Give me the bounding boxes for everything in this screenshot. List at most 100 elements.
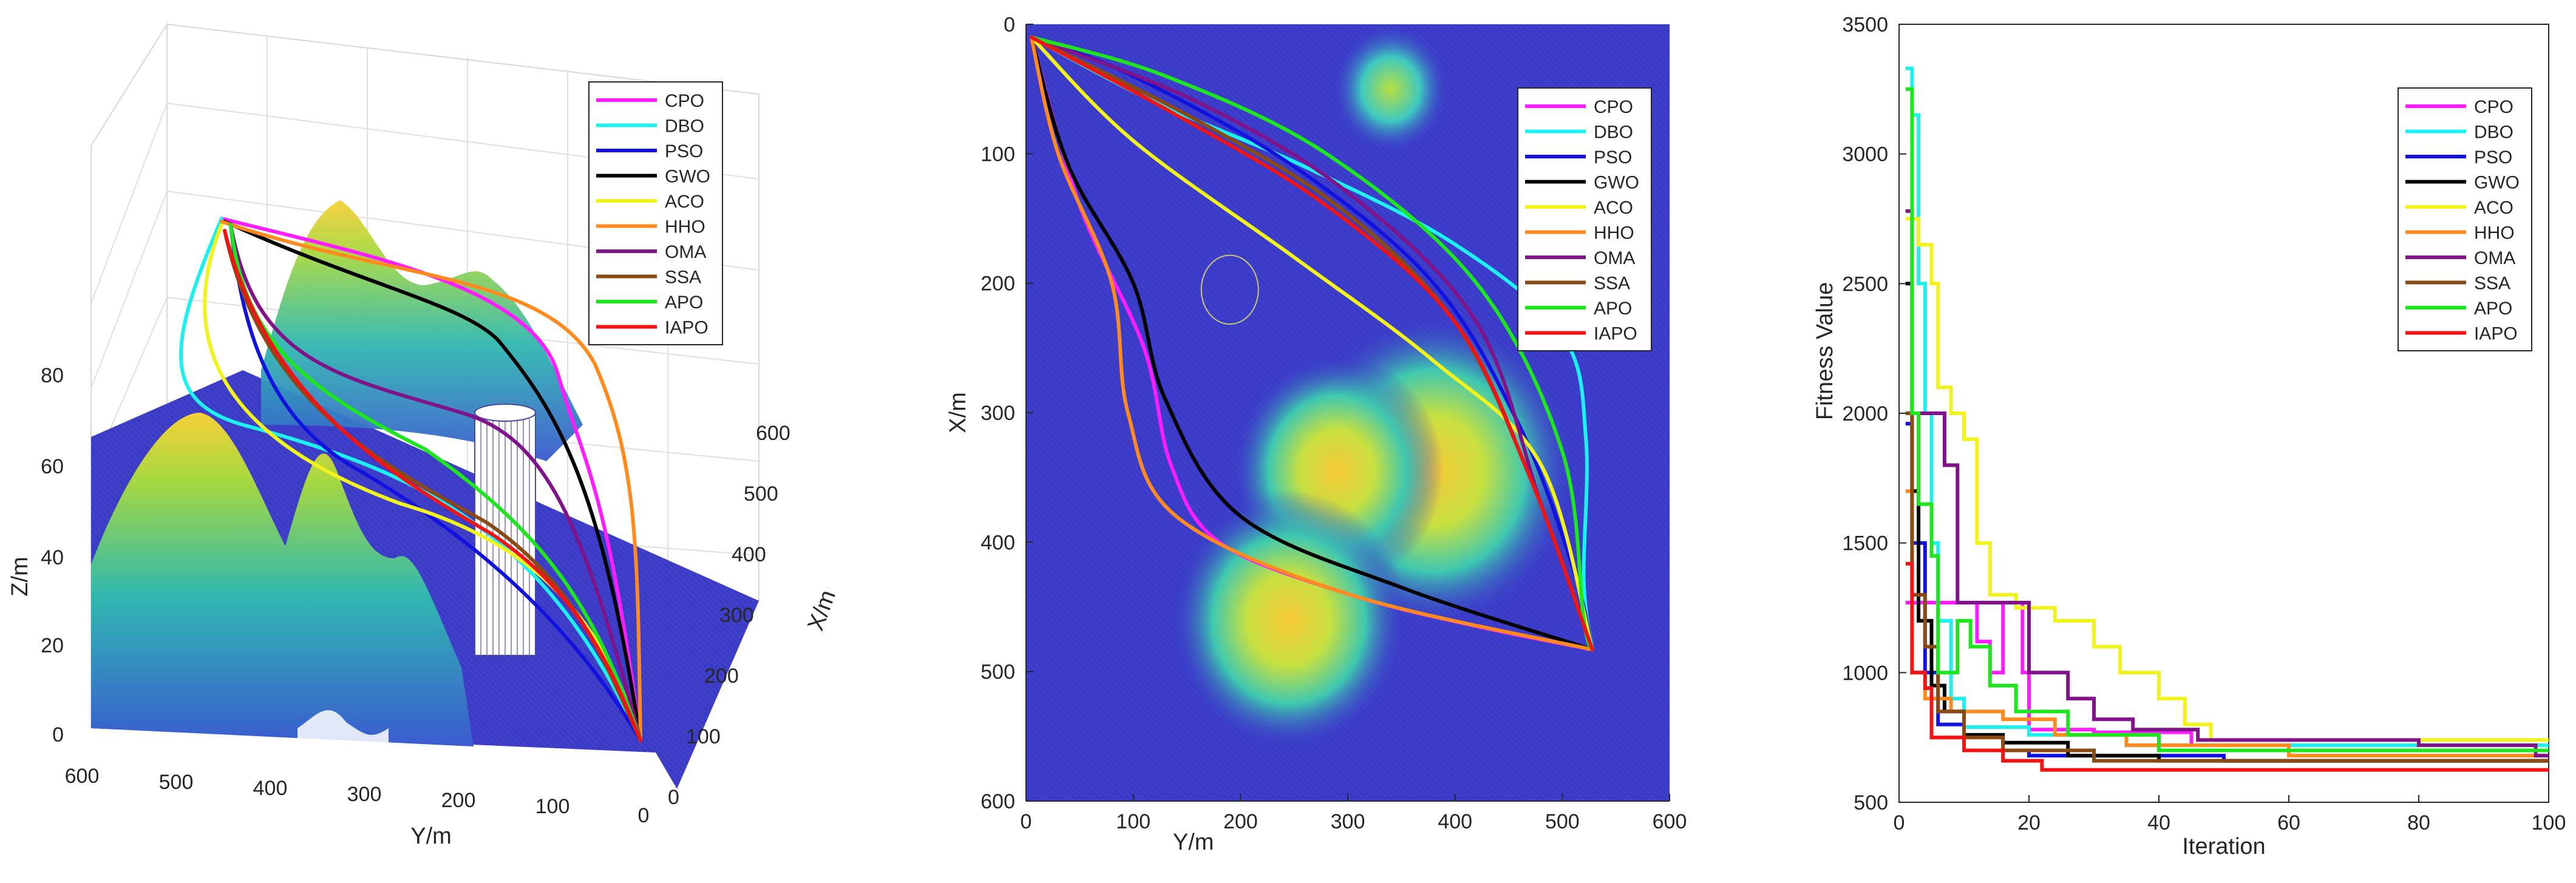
legend-label-cpo: CPO <box>1594 97 1633 117</box>
legend-label-cpo: CPO <box>2474 97 2513 117</box>
y-axis-label: Fitness Value <box>1812 282 1838 420</box>
x-tick-label: 80 <box>2407 811 2430 834</box>
legend-label-aco: ACO <box>1594 198 1633 218</box>
x-axis-label: Y/m <box>1173 830 1214 855</box>
x3d-tick: 300 <box>719 604 754 627</box>
legend-label-ssa: SSA <box>2474 274 2510 294</box>
curve-pso <box>1905 422 2549 763</box>
y-tick-label: 1000 <box>1842 661 1888 685</box>
y3d-tick: 200 <box>441 789 476 812</box>
legend-label-gwo: GWO <box>2474 173 2520 193</box>
x-tick-label: 0 <box>1894 811 1905 834</box>
legend-label-hho: HHO <box>665 217 705 237</box>
legend-label-dbo: DBO <box>2474 123 2513 143</box>
x-tick-label: 200 <box>1223 810 1258 833</box>
y-tick-label: 400 <box>980 531 1015 554</box>
x3d-tick: 100 <box>686 725 721 748</box>
path2d-gwo <box>1029 35 1594 652</box>
z-tick: 20 <box>41 634 64 657</box>
x-tick-label: 500 <box>1545 810 1580 833</box>
y-tick-label: 600 <box>980 790 1015 813</box>
curve-cpo <box>1905 601 2549 747</box>
legend-3d: CPO DBO PSO GWO ACO HHO OMA SSA APO IAPO <box>588 81 723 345</box>
curve-iapo <box>1905 561 2549 772</box>
panel-convergence: 0 20 40 60 80 100 500 1000 1500 2000 2500 3000 3500 I… <box>1812 13 2566 859</box>
legend-label-hho: HHO <box>1594 223 1634 243</box>
legend-label-ssa: SSA <box>665 268 701 288</box>
legend-label-aco: ACO <box>665 192 704 212</box>
curve-aco <box>1905 217 2549 742</box>
y3d-tick: 600 <box>65 765 100 788</box>
y-tick-label: 500 <box>980 661 1015 684</box>
legend-label-iapo: IAPO <box>2474 324 2518 344</box>
legend-label-gwo: GWO <box>665 167 710 187</box>
path3d-hho <box>220 220 642 742</box>
legend-label-pso: PSO <box>665 141 703 161</box>
legend-label-iapo: IAPO <box>665 318 709 338</box>
path2d-aco <box>1029 35 1594 652</box>
x3d-tick: 500 <box>744 482 778 506</box>
x3d-tick: 400 <box>732 543 766 566</box>
x-tick-label: 600 <box>1653 810 1687 833</box>
legend-label-pso: PSO <box>1594 147 1632 167</box>
legend-label-oma: OMA <box>1594 248 1635 268</box>
legend-label-apo: APO <box>665 293 703 313</box>
x3d-axis-label: X/m <box>803 587 841 634</box>
x-tick-label: 60 <box>2277 811 2300 834</box>
x-tick-label: 40 <box>2147 811 2170 834</box>
y-tick-label: 2500 <box>1842 272 1888 296</box>
x-tick-label: 20 <box>2017 811 2041 834</box>
threat-zone <box>1171 490 1407 750</box>
threat-zone <box>1331 24 1450 154</box>
curve-oma <box>1905 209 2549 758</box>
path3d-oma <box>229 223 642 742</box>
legend-label-gwo: GWO <box>1594 173 1639 193</box>
legend-label-aco: ACO <box>2474 198 2513 218</box>
y-tick-label: 300 <box>980 402 1015 425</box>
y3d-axis-label: Y/m <box>410 824 452 849</box>
y3d-tick: 100 <box>535 795 570 818</box>
legend-label-cpo: CPO <box>665 91 704 111</box>
x3d-tick: 0 <box>668 786 679 809</box>
z-axis-label: Z/m <box>7 557 33 596</box>
curve-ssa <box>1905 411 2549 763</box>
path3d-iapo <box>223 229 642 742</box>
y-tick-label: 1500 <box>1842 532 1888 555</box>
legend-label-pso: PSO <box>2474 147 2512 167</box>
y-tick-label: 200 <box>980 272 1015 296</box>
path3d-pso <box>229 223 642 742</box>
legend-label-hho: HHO <box>2474 223 2515 243</box>
x3d-tick: 200 <box>704 665 739 688</box>
x-tick-label: 100 <box>2532 811 2566 834</box>
legend-label-oma: OMA <box>2474 248 2515 268</box>
curve-apo <box>1905 87 2549 753</box>
legend-label-oma: OMA <box>665 242 706 262</box>
path2d-iapo <box>1029 35 1594 652</box>
z-tick: 0 <box>52 723 64 746</box>
path3d-cpo <box>220 217 642 742</box>
z-tick: 40 <box>41 546 64 569</box>
legend-label-iapo: IAPO <box>1594 324 1637 344</box>
panel-3d-view: 0 20 40 60 80 Z/m 600 500 400 300 200 10… <box>7 22 841 849</box>
legend-label-ssa: SSA <box>1594 274 1630 294</box>
x-tick-label: 100 <box>1116 810 1150 833</box>
y-tick-label: 3000 <box>1842 143 1888 166</box>
y-tick-label: 100 <box>980 143 1015 166</box>
y3d-tick: 400 <box>253 777 288 800</box>
path2d-apo <box>1029 35 1594 652</box>
y3d-tick: 500 <box>159 771 194 794</box>
y3d-tick: 300 <box>347 783 382 806</box>
path3d-gwo <box>223 220 642 742</box>
x-axis-label: Iteration <box>2182 834 2265 859</box>
y-tick-label: 0 <box>1004 13 1015 36</box>
y3d-tick: 0 <box>638 804 650 827</box>
z-tick: 80 <box>41 364 64 387</box>
y-tick-label: 2000 <box>1842 402 1888 425</box>
panel-top-down: 0 100 200 300 400 500 600 0 100 200 300 400 500 600 Y/… <box>945 13 1687 855</box>
y-axis-label: X/m <box>945 392 971 433</box>
path3d-aco <box>203 223 642 742</box>
path2d-hho <box>1029 35 1594 652</box>
z-tick: 60 <box>41 455 64 478</box>
threat-outline <box>1200 254 1259 325</box>
